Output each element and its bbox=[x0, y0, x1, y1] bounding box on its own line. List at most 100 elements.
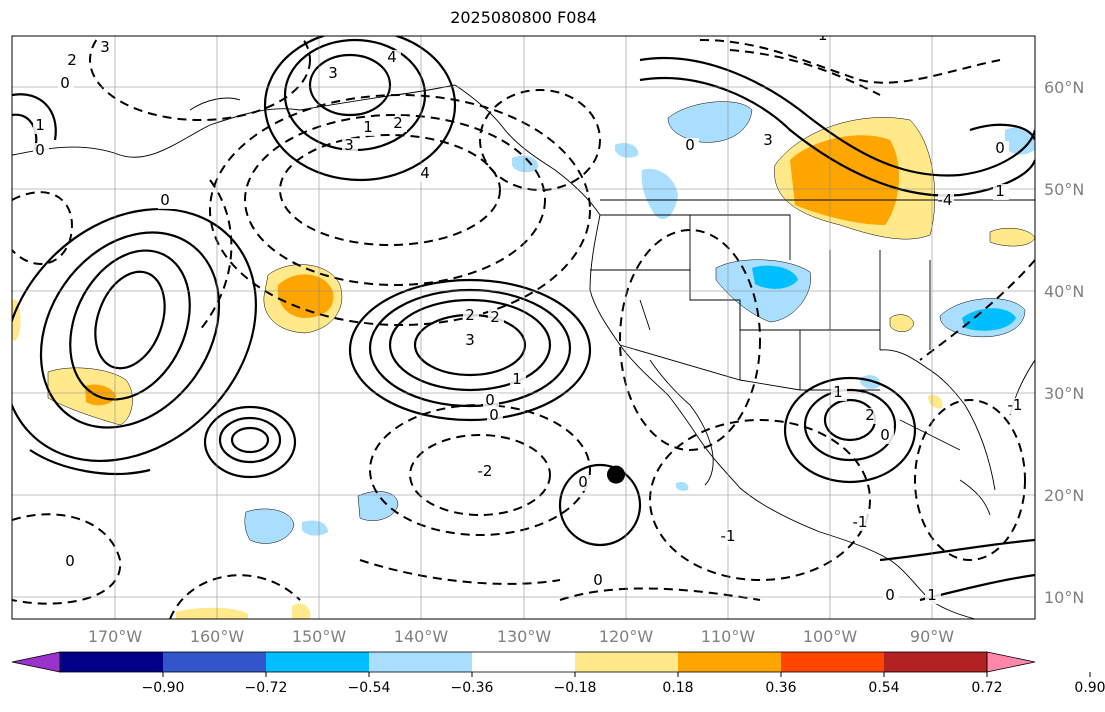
contour-label: 0 bbox=[578, 473, 588, 491]
contour-label-bg bbox=[342, 138, 358, 154]
map-title: 2025080800 F084 bbox=[450, 8, 597, 27]
contour-label-bg bbox=[361, 120, 377, 136]
location-marker bbox=[607, 465, 626, 484]
colorbar-segment bbox=[266, 652, 370, 672]
colorbar-tick-label: −0.54 bbox=[348, 680, 391, 696]
contour-label: 0 bbox=[60, 74, 70, 92]
contour-label: 4 bbox=[420, 164, 430, 182]
colorbar-segment bbox=[884, 652, 988, 672]
lat-label: 20°N bbox=[1044, 486, 1084, 505]
contour-label: 0 bbox=[995, 139, 1005, 157]
contour-label: 3 bbox=[328, 64, 338, 82]
colorbar-tick-label: −0.72 bbox=[245, 680, 288, 696]
colorbar: −0.90 −0.72 −0.54 −0.36 −0.18 0.18 0.36 0.54 0.7… bbox=[11, 651, 1105, 696]
colorbar-extend-high bbox=[986, 651, 1036, 673]
colorbar-extend-low bbox=[11, 651, 61, 673]
contour-label-bg bbox=[591, 573, 607, 589]
contour-label-bg bbox=[683, 138, 699, 154]
contour-label: 0 bbox=[160, 191, 170, 209]
contour-label-bg bbox=[418, 166, 434, 182]
contour-label-bg bbox=[883, 588, 899, 604]
contour-label: 2 bbox=[490, 308, 500, 326]
colorbar-segment bbox=[472, 652, 576, 672]
latitude-labels: 60°N 50°N 40°N 30°N 20°N 10°N bbox=[1044, 78, 1084, 607]
contour-label: 0 bbox=[65, 552, 75, 570]
contour-label: 3 bbox=[763, 131, 773, 149]
contour-label-bg bbox=[158, 193, 174, 209]
contour-label-bg bbox=[993, 184, 1009, 200]
lat-label: 10°N bbox=[1044, 588, 1084, 607]
colorbar-tick-label: 0.90 bbox=[1074, 680, 1105, 696]
colorbar-tick-label: 0.54 bbox=[868, 680, 899, 696]
contour-label-bg bbox=[487, 408, 503, 424]
colorbar-tick-label: 0.72 bbox=[971, 680, 1002, 696]
contour-label-bg bbox=[326, 66, 342, 82]
contour-label: 0 bbox=[880, 426, 890, 444]
contour-label-bg bbox=[721, 529, 737, 545]
contour-label: 1 bbox=[363, 118, 373, 136]
contour-label: -4 bbox=[938, 191, 953, 209]
contour-label: 0 bbox=[485, 391, 495, 409]
contour-label-bg bbox=[483, 393, 499, 409]
contour-label: 2 bbox=[67, 51, 77, 69]
colorbar-segment bbox=[781, 652, 885, 672]
contour-label: 0 bbox=[885, 586, 895, 604]
contour-label: 2 bbox=[465, 306, 475, 324]
contour-label-bg bbox=[63, 554, 79, 570]
contour-label: 1 bbox=[927, 586, 937, 604]
contour-label: 1 bbox=[833, 383, 843, 401]
lat-label: 50°N bbox=[1044, 180, 1084, 199]
map-border bbox=[11, 35, 1036, 620]
contour-label-bg bbox=[98, 40, 114, 56]
contour-label: 3 bbox=[344, 136, 354, 154]
contour-label: 4 bbox=[387, 48, 397, 66]
contour-label-bg bbox=[925, 588, 941, 604]
lat-label: 60°N bbox=[1044, 78, 1084, 97]
contour-label: -1 bbox=[721, 527, 736, 545]
lon-label: 100°W bbox=[803, 627, 858, 646]
contour-label: -1 bbox=[1008, 396, 1023, 414]
contour-label: 1 bbox=[995, 182, 1005, 200]
colorbar-tick-label: 0.36 bbox=[765, 680, 796, 696]
colorbar-segment bbox=[163, 652, 267, 672]
contour-label-bg bbox=[761, 133, 777, 149]
lon-label: 110°W bbox=[701, 627, 756, 646]
contour-label-bg bbox=[878, 428, 894, 444]
lon-label: 140°W bbox=[394, 627, 449, 646]
lon-label: 160°W bbox=[190, 627, 245, 646]
lat-label: 30°N bbox=[1044, 384, 1084, 403]
contour-label: 0 bbox=[489, 406, 499, 424]
contour-label-bg bbox=[478, 464, 494, 480]
contour-label: 1 bbox=[35, 116, 45, 134]
gridlines bbox=[12, 36, 1035, 619]
lon-label: 150°W bbox=[292, 627, 347, 646]
colorbar-outline bbox=[59, 651, 988, 673]
contour-label-bg bbox=[863, 408, 879, 424]
contour-label-bg bbox=[58, 76, 74, 92]
positive-contours bbox=[12, 36, 1035, 602]
contour-label-bg bbox=[831, 385, 847, 401]
colorbar-segment bbox=[60, 652, 164, 672]
contour-label-bg bbox=[1008, 398, 1024, 414]
contour-label-bg bbox=[576, 475, 592, 491]
longitude-labels: 170°W 160°W 150°W 140°W 130°W 120°W 110°… bbox=[88, 627, 954, 646]
lon-label: 90°W bbox=[910, 627, 954, 646]
contour-label-bg bbox=[993, 141, 1009, 157]
lon-label: 170°W bbox=[88, 627, 143, 646]
colorbar-segment bbox=[369, 652, 473, 672]
contour-label-bg bbox=[488, 310, 504, 326]
contour-label: -1 bbox=[813, 26, 828, 44]
colorbar-segment bbox=[678, 652, 782, 672]
contour-label: 3 bbox=[100, 38, 110, 56]
contour-label: 3 bbox=[465, 331, 475, 349]
colorbar-tick-label: −0.18 bbox=[554, 680, 597, 696]
lat-label: 40°N bbox=[1044, 282, 1084, 301]
contour-label: 1 bbox=[512, 370, 522, 388]
contour-label-bg bbox=[853, 515, 869, 531]
contour-label-bg bbox=[33, 143, 49, 159]
contour-label-bg bbox=[463, 333, 479, 349]
contour-label: 0 bbox=[685, 136, 695, 154]
lon-label: 120°W bbox=[599, 627, 654, 646]
contour-label-bg bbox=[938, 193, 954, 209]
